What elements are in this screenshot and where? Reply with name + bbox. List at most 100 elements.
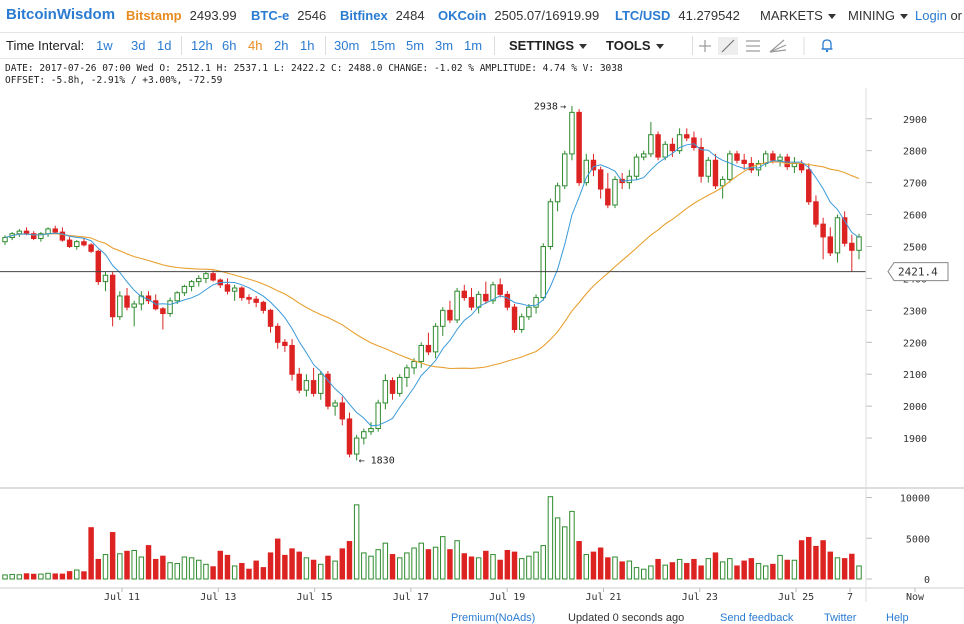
interval-15m[interactable]: 15m xyxy=(370,38,396,53)
volume-bar xyxy=(540,545,546,580)
fan-icon[interactable] xyxy=(769,39,787,53)
candle-body xyxy=(734,153,740,161)
candle-body xyxy=(490,284,496,302)
interval-1m[interactable]: 1m xyxy=(464,38,483,53)
exchange-name: Bitstamp xyxy=(126,8,182,23)
interval-1d[interactable]: 1d xyxy=(157,38,172,53)
crosshair-icon[interactable] xyxy=(699,40,711,52)
volume-bar xyxy=(849,553,855,580)
volume-bar xyxy=(404,552,410,580)
interval-1w[interactable]: 1w xyxy=(96,38,113,53)
markets-menu[interactable]: MARKETS xyxy=(760,8,836,23)
price-tick-label: 2500 xyxy=(903,242,927,253)
candle-body xyxy=(289,344,295,375)
interval-30m[interactable]: 30m xyxy=(334,38,360,53)
twitter-link[interactable]: Twitter xyxy=(824,612,857,624)
interval-4h[interactable]: 4h xyxy=(248,38,263,53)
volume-bar xyxy=(109,532,116,580)
candle-body xyxy=(834,217,841,254)
candle-body xyxy=(303,380,310,391)
candle-body xyxy=(418,344,424,362)
exchange-name: BTC-e xyxy=(251,8,290,23)
volume-bar xyxy=(712,552,719,580)
candle-body xyxy=(231,287,238,292)
volume-bar xyxy=(475,557,482,580)
login-link[interactable]: Login xyxy=(915,8,947,23)
candle-body xyxy=(705,159,712,177)
volume-bar xyxy=(841,558,848,580)
volume-bar xyxy=(396,557,403,580)
price-tick-label: 2200 xyxy=(903,338,927,349)
volume-bar xyxy=(16,574,23,580)
volume-bar xyxy=(389,554,396,580)
candle-body xyxy=(131,303,137,308)
volume-bar xyxy=(856,565,862,580)
help-link[interactable]: Help xyxy=(886,612,909,624)
candle-body xyxy=(88,244,94,252)
candle-body xyxy=(626,175,633,184)
bell-icon[interactable] xyxy=(820,38,834,53)
candle-body xyxy=(203,273,209,279)
brand-logo[interactable]: BitcoinWisdom xyxy=(6,6,116,23)
volume-bar xyxy=(425,549,432,580)
price-tick-label: 2900 xyxy=(903,115,927,126)
candle-body xyxy=(66,239,73,247)
volume-bar xyxy=(160,555,166,580)
interval-3d[interactable]: 3d xyxy=(131,38,146,53)
volume-bar xyxy=(626,560,633,580)
volume-bar xyxy=(332,560,338,580)
volume-bar xyxy=(117,553,123,580)
volume-bar xyxy=(490,554,496,580)
candle-body xyxy=(504,293,511,308)
fast-moving-average-line xyxy=(4,143,860,427)
mining-menu[interactable]: MINING xyxy=(848,8,908,23)
volume-bar xyxy=(655,558,661,580)
volume-bar xyxy=(648,565,654,580)
low-annotation: ← 1830 xyxy=(359,455,395,466)
volume-bar xyxy=(798,540,805,580)
ticker-bitstamp[interactable]: Bitstamp 2493.99 xyxy=(126,8,237,23)
volume-bar xyxy=(52,573,58,580)
settings-menu[interactable]: SETTINGS xyxy=(509,38,588,53)
exchange-price: 41.279542 xyxy=(678,8,740,23)
volume-tick-label: 10000 xyxy=(900,494,930,505)
interval-12h[interactable]: 12h xyxy=(191,38,213,53)
volume-bar xyxy=(669,562,676,580)
premium-link[interactable]: Premium(NoAds) xyxy=(451,612,536,624)
interval-2h[interactable]: 2h xyxy=(274,38,289,53)
candle-body xyxy=(655,134,661,158)
interval-6h[interactable]: 6h xyxy=(222,38,237,53)
candle-body xyxy=(605,188,611,206)
trend-line-icon[interactable] xyxy=(718,37,738,55)
volume-bar xyxy=(45,572,51,580)
ticker-ltcusd[interactable]: LTC/USD 41.279542 xyxy=(615,8,740,23)
volume-bar xyxy=(676,558,683,580)
ticker-btce[interactable]: BTC-e 2546 xyxy=(251,8,326,23)
volume-bar xyxy=(346,541,353,580)
volume-bar xyxy=(411,547,417,580)
updated-status: Updated 0 seconds ago xyxy=(568,612,685,624)
chevron-down-icon xyxy=(899,14,908,20)
interval-1h[interactable]: 1h xyxy=(300,38,315,53)
fibonacci-icon[interactable] xyxy=(746,40,760,52)
candle-body xyxy=(612,178,618,206)
volume-bar xyxy=(231,565,238,580)
ticker-bitfinex[interactable]: Bitfinex 2484 xyxy=(340,8,425,23)
ticker-okcoin[interactable]: OKCoin 2505.07/16919.99 xyxy=(438,8,599,23)
volume-bar xyxy=(296,551,302,580)
exchange-price: 2484 xyxy=(395,8,425,23)
exchange-price: 2505.07/16919.99 xyxy=(494,8,600,23)
volume-bar xyxy=(310,559,317,580)
volume-bar xyxy=(827,551,834,580)
interval-3m[interactable]: 3m xyxy=(435,38,454,53)
volume-bar xyxy=(612,556,618,580)
candle-body xyxy=(224,284,231,292)
candle-body xyxy=(274,325,281,343)
interval-5m[interactable]: 5m xyxy=(406,38,425,53)
candle-body xyxy=(38,233,44,240)
price-chart[interactable]: 1900200021002200230024002500260027002800… xyxy=(0,88,964,608)
tools-menu[interactable]: TOOLS xyxy=(606,38,664,53)
arrow-right-icon: → xyxy=(560,102,566,113)
feedback-link[interactable]: Send feedback xyxy=(720,612,794,624)
candle-body xyxy=(640,153,647,158)
